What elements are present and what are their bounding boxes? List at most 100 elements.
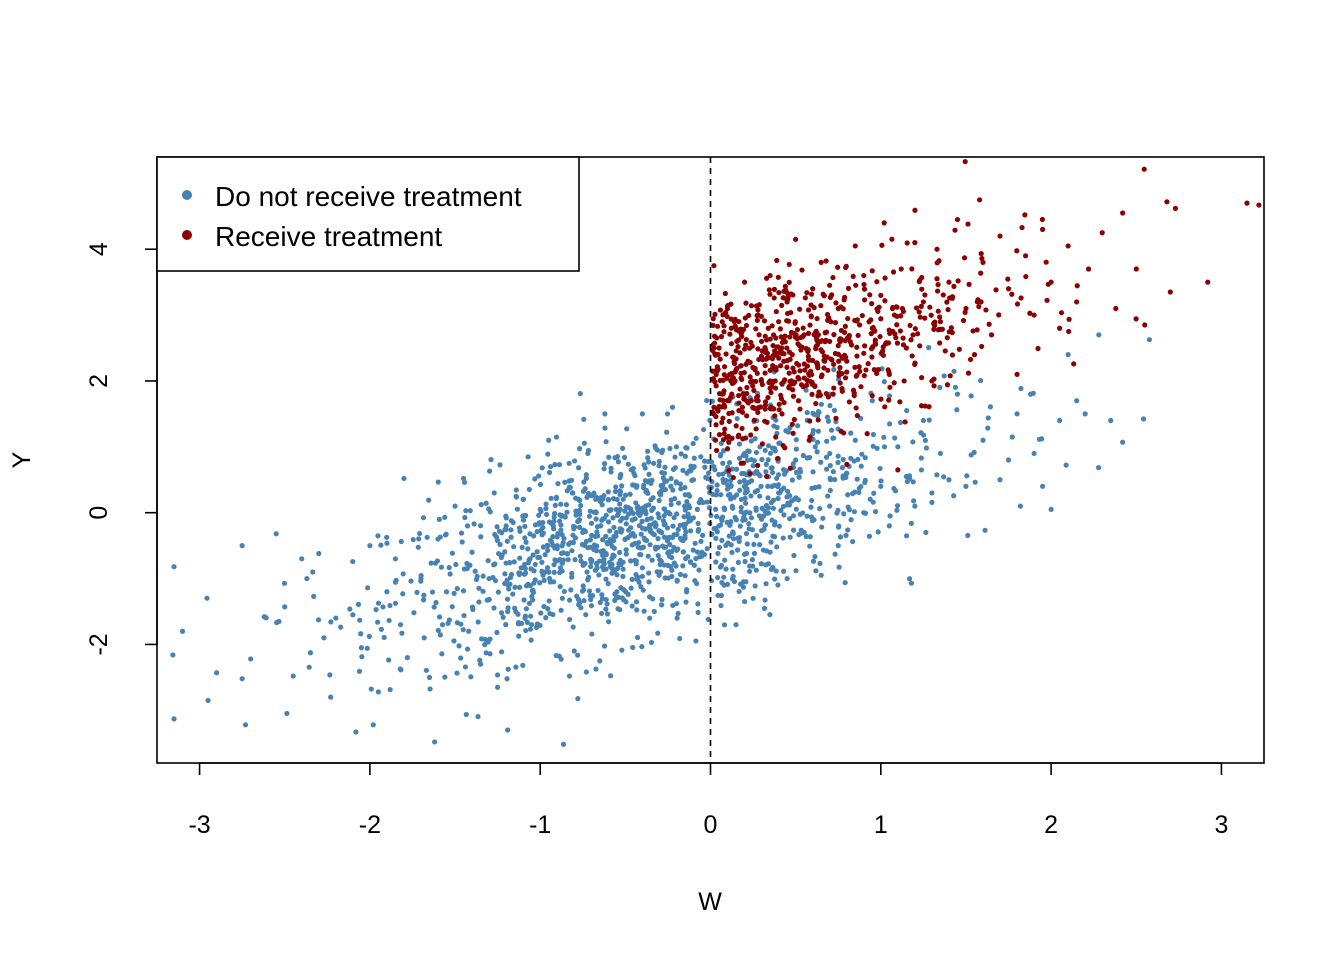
untreated-point bbox=[832, 476, 838, 483]
untreated-point bbox=[595, 533, 601, 539]
untreated-point bbox=[856, 489, 862, 495]
untreated-point bbox=[704, 546, 710, 552]
treated-point bbox=[763, 356, 769, 362]
untreated-point bbox=[523, 583, 530, 589]
untreated-point bbox=[416, 536, 422, 542]
untreated-point bbox=[204, 595, 210, 601]
x-tick-label: -1 bbox=[529, 811, 551, 839]
treated-point bbox=[820, 291, 826, 297]
untreated-point bbox=[617, 501, 623, 507]
untreated-point bbox=[669, 554, 675, 561]
treated-point bbox=[1074, 299, 1080, 305]
treated-point bbox=[748, 398, 754, 404]
untreated-point bbox=[513, 493, 519, 499]
untreated-point bbox=[507, 560, 513, 566]
treated-point bbox=[1205, 279, 1211, 285]
untreated-point bbox=[643, 503, 649, 509]
treated-point bbox=[778, 349, 784, 355]
untreated-point bbox=[624, 426, 630, 432]
untreated-point bbox=[439, 651, 445, 657]
treated-point bbox=[845, 285, 852, 291]
treated-point bbox=[827, 282, 833, 288]
untreated-point bbox=[375, 689, 381, 695]
untreated-point bbox=[570, 523, 577, 529]
treated-point bbox=[833, 300, 839, 306]
untreated-point bbox=[411, 610, 417, 616]
untreated-point bbox=[780, 535, 786, 541]
treated-point bbox=[854, 413, 860, 419]
untreated-point bbox=[825, 493, 831, 499]
untreated-point bbox=[595, 495, 601, 502]
treated-point bbox=[846, 334, 852, 340]
untreated-point bbox=[593, 509, 599, 516]
untreated-point bbox=[787, 493, 793, 499]
treated-point bbox=[784, 357, 790, 364]
untreated-point bbox=[477, 523, 484, 529]
untreated-point bbox=[606, 619, 612, 625]
untreated-point bbox=[498, 649, 505, 655]
untreated-point bbox=[623, 515, 629, 521]
untreated-point bbox=[675, 610, 681, 617]
treated-point bbox=[818, 374, 824, 380]
untreated-point bbox=[508, 571, 515, 578]
treated-point bbox=[869, 268, 875, 274]
untreated-point bbox=[757, 542, 763, 548]
untreated-point bbox=[668, 483, 674, 489]
untreated-point bbox=[810, 469, 816, 475]
untreated-point bbox=[985, 415, 991, 421]
x-tick-label: 3 bbox=[1214, 811, 1228, 839]
treated-point bbox=[901, 378, 907, 384]
treated-point bbox=[753, 303, 760, 309]
untreated-point bbox=[633, 599, 640, 605]
treated-point bbox=[765, 394, 771, 401]
untreated-point bbox=[478, 534, 484, 540]
untreated-point bbox=[606, 454, 612, 460]
treated-point bbox=[940, 292, 946, 298]
untreated-point bbox=[776, 523, 782, 529]
untreated-point bbox=[686, 492, 692, 498]
treated-point bbox=[799, 344, 805, 350]
treated-point bbox=[790, 393, 797, 399]
untreated-point bbox=[661, 513, 667, 519]
untreated-point bbox=[657, 561, 663, 568]
untreated-point bbox=[633, 484, 640, 490]
treated-point bbox=[755, 307, 761, 313]
treated-point bbox=[944, 299, 950, 305]
untreated-point bbox=[593, 548, 600, 554]
treated-point bbox=[1057, 325, 1063, 331]
untreated-point bbox=[535, 554, 541, 561]
untreated-point bbox=[364, 645, 370, 651]
untreated-point bbox=[742, 490, 748, 496]
treated-point bbox=[787, 465, 793, 471]
untreated-point bbox=[735, 559, 741, 566]
untreated-point bbox=[480, 573, 486, 579]
untreated-point bbox=[526, 486, 532, 493]
treated-point bbox=[721, 329, 727, 335]
untreated-point bbox=[791, 552, 797, 559]
untreated-point bbox=[475, 713, 481, 720]
untreated-point bbox=[741, 450, 748, 457]
untreated-point bbox=[538, 610, 544, 616]
treated-point bbox=[746, 312, 752, 318]
untreated-point bbox=[566, 616, 573, 623]
untreated-point bbox=[575, 652, 581, 658]
untreated-point bbox=[595, 587, 601, 594]
treated-point bbox=[800, 325, 806, 331]
untreated-point bbox=[554, 543, 560, 549]
treated-point bbox=[789, 352, 795, 358]
untreated-point bbox=[494, 629, 500, 636]
treated-point bbox=[755, 312, 761, 318]
treated-point bbox=[825, 317, 831, 323]
treated-point bbox=[1066, 328, 1072, 335]
treated-point bbox=[779, 302, 785, 308]
untreated-point bbox=[588, 563, 594, 570]
untreated-point bbox=[483, 500, 489, 506]
treated-point bbox=[928, 312, 934, 318]
untreated-point bbox=[530, 552, 536, 558]
treated-point bbox=[728, 325, 734, 331]
untreated-point bbox=[580, 583, 586, 589]
untreated-point bbox=[655, 511, 661, 517]
treated-point bbox=[861, 350, 867, 356]
treated-point bbox=[787, 334, 793, 340]
untreated-point bbox=[547, 579, 553, 585]
